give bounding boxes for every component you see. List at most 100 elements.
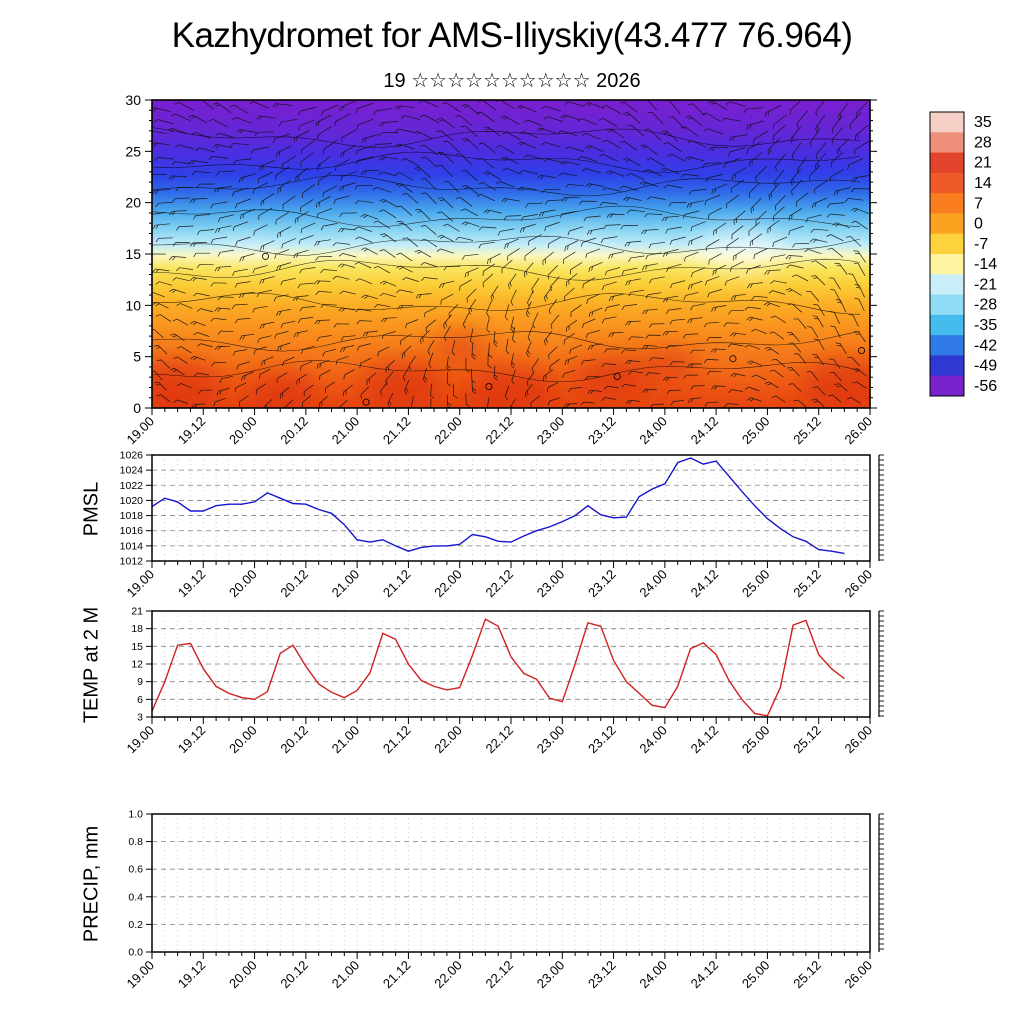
svg-text:22.00: 22.00 [431,958,465,992]
svg-text:21.00: 21.00 [329,958,363,992]
svg-text:28: 28 [974,134,992,151]
svg-text:30: 30 [125,92,141,108]
svg-text:19.12: 19.12 [175,723,209,757]
svg-text:23.12: 23.12 [585,567,619,601]
cross-section-panel [151,99,871,409]
precip-panel: 0.0 0.2 0.4 0.6 0.8 1.0 19.00 19.12 20.00 20.12 21… [124,809,884,992]
svg-text:20.12: 20.12 [277,958,311,992]
svg-text:-14: -14 [974,256,997,273]
svg-text:21.00: 21.00 [329,567,363,601]
svg-text:26.00: 26.00 [842,567,876,601]
svg-text:6: 6 [137,694,143,706]
svg-text:0.2: 0.2 [128,919,143,931]
svg-text:24.12: 24.12 [688,723,722,757]
svg-text:-42: -42 [974,337,997,354]
svg-text:10: 10 [125,297,141,313]
svg-text:0: 0 [974,216,983,233]
svg-text:-7: -7 [974,236,988,253]
svg-text:26.00: 26.00 [842,414,876,448]
svg-text:19.12: 19.12 [175,958,209,992]
svg-text:12: 12 [131,659,143,671]
svg-text:1020: 1020 [120,495,144,507]
svg-text:1.0: 1.0 [128,809,143,821]
svg-text:23.12: 23.12 [585,414,619,448]
svg-text:35: 35 [974,114,992,131]
svg-text:25.00: 25.00 [739,723,773,757]
pmsl-panel: 1012 1014 1016 1018 1020 1022 1024 1026 19.00 19.… [120,450,884,601]
svg-text:26.00: 26.00 [842,958,876,992]
svg-text:1018: 1018 [120,510,144,522]
pmsl-panel-line [151,457,845,555]
svg-text:24.00: 24.00 [636,958,670,992]
svg-text:-28: -28 [974,297,997,314]
svg-text:21.12: 21.12 [380,414,414,448]
svg-text:25.12: 25.12 [790,567,824,601]
svg-text:25: 25 [125,143,141,159]
date-subtitle: 19 ☆☆☆☆☆☆☆☆☆☆ 2026 [383,70,641,92]
svg-text:20.12: 20.12 [277,567,311,601]
svg-text:24.00: 24.00 [636,567,670,601]
svg-text:23.12: 23.12 [585,958,619,992]
svg-text:21.12: 21.12 [380,958,414,992]
svg-text:24.12: 24.12 [688,567,722,601]
wind-barbs [152,100,870,408]
svg-text:24.12: 24.12 [688,414,722,448]
page-title: Kazhydromet for AMS-Iliyskiy(43.477 76.9… [171,16,853,55]
svg-text:20.00: 20.00 [226,958,260,992]
svg-text:1014: 1014 [120,540,144,552]
svg-text:25.12: 25.12 [790,958,824,992]
svg-text:1016: 1016 [120,525,144,537]
svg-text:26.00: 26.00 [842,723,876,757]
svg-text:15: 15 [131,641,143,653]
svg-text:23.00: 23.00 [534,723,568,757]
svg-text:21.00: 21.00 [329,414,363,448]
svg-text:20.12: 20.12 [277,414,311,448]
svg-text:25.00: 25.00 [739,567,773,601]
svg-text:23.12: 23.12 [585,723,619,757]
svg-text:-49: -49 [974,358,997,375]
svg-text:19.12: 19.12 [175,414,209,448]
svg-text:23.00: 23.00 [534,567,568,601]
svg-text:20.00: 20.00 [226,567,260,601]
svg-text:19.00: 19.00 [124,723,158,757]
svg-text:22.12: 22.12 [483,414,517,448]
svg-text:24.12: 24.12 [688,958,722,992]
svg-text:24.00: 24.00 [636,723,670,757]
svg-text:20.00: 20.00 [226,414,260,448]
svg-text:22.12: 22.12 [483,723,517,757]
svg-text:25.12: 25.12 [790,414,824,448]
svg-text:1026: 1026 [120,450,144,462]
svg-text:22.12: 22.12 [483,567,517,601]
svg-text:21: 21 [974,155,992,172]
svg-text:20.00: 20.00 [226,723,260,757]
svg-text:24.00: 24.00 [636,414,670,448]
svg-text:0.8: 0.8 [128,836,143,848]
svg-text:0.4: 0.4 [128,891,143,903]
temperature-colorbar: 35 28 21 14 7 0 -7 -14 -21 -28 -35 -42 -49 -56 [929,111,997,397]
temp-panel-line [151,618,845,717]
svg-text:19.00: 19.00 [124,567,158,601]
svg-text:20: 20 [125,195,141,211]
svg-text:15: 15 [125,246,141,262]
svg-text:-56: -56 [974,378,997,395]
contour-lines [152,127,861,383]
svg-text:21: 21 [131,606,143,618]
svg-text:20.12: 20.12 [277,723,311,757]
svg-text:22.00: 22.00 [431,414,465,448]
svg-text:19.00: 19.00 [124,414,158,448]
svg-text:7: 7 [974,195,983,212]
svg-text:3: 3 [137,712,143,724]
svg-text:14: 14 [974,175,992,192]
svg-text:19.00: 19.00 [124,958,158,992]
svg-text:25.12: 25.12 [790,723,824,757]
svg-text:1022: 1022 [120,480,144,492]
svg-text:5: 5 [133,349,141,365]
svg-text:0.6: 0.6 [128,864,143,876]
svg-text:1024: 1024 [120,465,144,477]
svg-text:23.00: 23.00 [534,414,568,448]
svg-text:-21: -21 [974,276,997,293]
svg-text:-35: -35 [974,317,997,334]
svg-text:19.12: 19.12 [175,567,209,601]
